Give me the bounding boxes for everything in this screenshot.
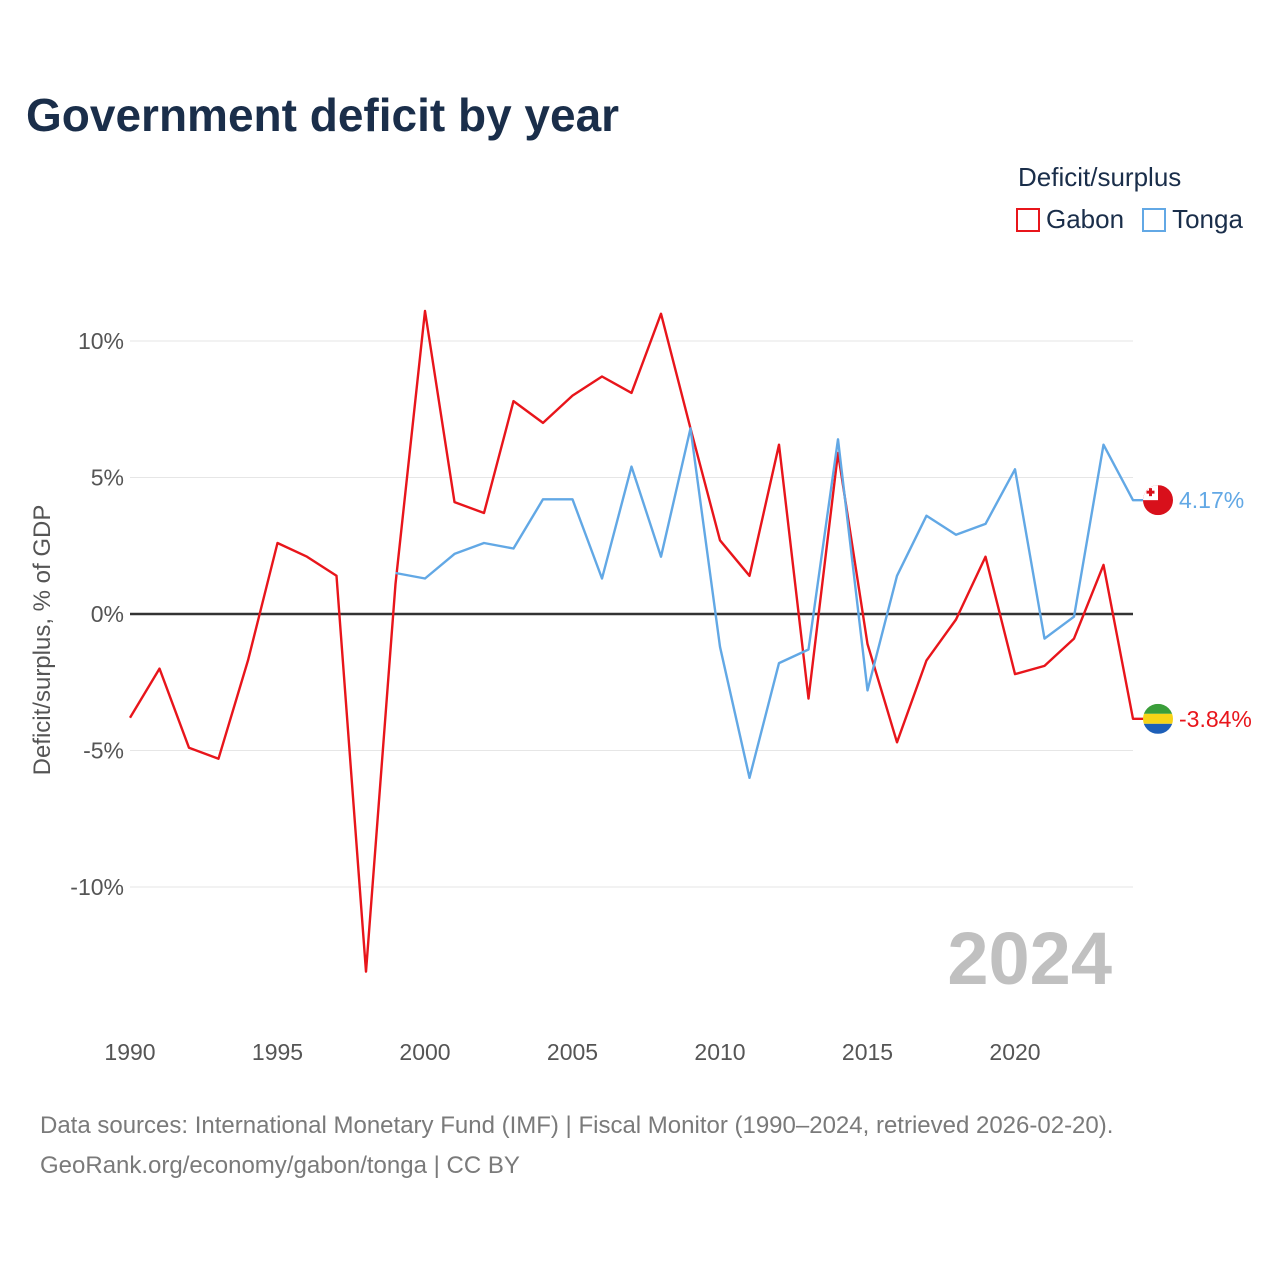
y-tick-label: 5%	[91, 465, 124, 491]
legend-label-tonga: Tonga	[1172, 204, 1243, 234]
chart-title: Government deficit by year	[26, 89, 620, 141]
attribution-link[interactable]: GeoRank.org/economy/gabon/tonga | CC BY	[40, 1152, 520, 1179]
y-axis-label: Deficit/surplus, % of GDP	[29, 505, 56, 776]
gridlines	[130, 340, 1133, 888]
series-line-tonga[interactable]	[395, 427, 1158, 779]
legend-item-gabon[interactable]: Gabon	[1016, 204, 1124, 235]
flag-tonga-icon	[1143, 485, 1173, 516]
x-tick-label: 2020	[989, 1039, 1040, 1065]
x-axis-ticks: 1990 1995 2000 2005 2010 2015 2020	[104, 1039, 1040, 1065]
x-tick-label: 2015	[842, 1039, 893, 1065]
flag-gabon-icon	[1143, 703, 1173, 734]
legend-swatch-tonga	[1142, 207, 1167, 232]
footer: Data sources: International Monetary Fun…	[40, 1106, 1113, 1186]
x-tick-label: 2005	[547, 1039, 598, 1065]
data-sources-text: Data sources: International Monetary Fun…	[40, 1112, 1114, 1139]
y-tick-label: -10%	[70, 874, 124, 900]
x-tick-label: 1990	[104, 1039, 155, 1065]
legend-item-tonga[interactable]: Tonga	[1142, 204, 1243, 235]
y-axis-ticks: 10% 5% 0% -5% -10%	[70, 328, 124, 900]
end-label-gabon: -3.84%	[1179, 706, 1252, 732]
x-tick-label: 1995	[252, 1039, 303, 1065]
end-label-tonga: 4.17%	[1179, 487, 1244, 513]
legend: Gabon Tonga	[1016, 204, 1261, 235]
y-tick-label: 0%	[91, 601, 124, 627]
end-markers: -3.84% 4.17%	[1143, 485, 1252, 734]
x-tick-label: 2010	[694, 1039, 745, 1065]
y-tick-label: -5%	[83, 738, 124, 764]
legend-swatch-gabon	[1016, 207, 1040, 232]
year-watermark: 2024	[947, 917, 1112, 1000]
x-tick-label: 2000	[399, 1039, 450, 1065]
series-lines	[128, 309, 1158, 973]
legend-title: Deficit/surplus	[1018, 162, 1182, 192]
series-line-gabon[interactable]	[128, 309, 1157, 973]
y-tick-label: 10%	[78, 328, 124, 354]
legend-label-gabon: Gabon	[1046, 204, 1125, 234]
